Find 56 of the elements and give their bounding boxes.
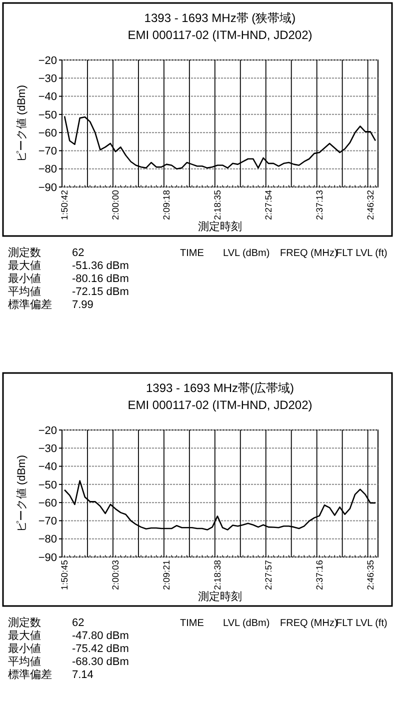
text: TIME xyxy=(180,618,204,629)
text: 最小値 -75.42 dBm xyxy=(8,643,129,655)
y-tick-label: −80 xyxy=(38,534,57,546)
x-tick-label: 2:46:35 xyxy=(366,560,376,590)
y-axis-title: ピーク値 (dBm) xyxy=(16,85,28,162)
x-tick-label: 2:00:03 xyxy=(110,560,121,590)
x-tick-label: 2:18:35 xyxy=(212,190,223,220)
text: LVL (dBm) xyxy=(223,618,270,629)
x-tick-label: 2:00:00 xyxy=(110,190,121,220)
y-tick-label: −30 xyxy=(38,442,57,455)
text: FLT LVL (ft) xyxy=(336,248,388,259)
text: FREQ (MHz) xyxy=(280,248,338,259)
y-tick-label: −50 xyxy=(38,479,57,492)
y-tick-label: −40 xyxy=(38,91,57,104)
x-tick-label: 2:09:21 xyxy=(162,560,172,590)
y-tick-label: −60 xyxy=(38,127,57,140)
y-tick-label: −20 xyxy=(38,424,57,437)
chart-title: 1393 - 1693 MHz帯 (狭帯域) xyxy=(144,11,296,25)
y-tick-label: −20 xyxy=(38,54,57,67)
x-tick-label: 2:27:54 xyxy=(264,190,274,220)
text: 最大値 -51.36 dBm xyxy=(8,260,129,272)
y-tick-label: −40 xyxy=(38,461,57,474)
x-axis-title: 測定時刻 xyxy=(198,590,242,603)
x-tick-label: 2:37:16 xyxy=(314,560,325,590)
y-tick-label: −80 xyxy=(38,164,57,176)
x-axis-title: 測定時刻 xyxy=(198,220,242,233)
y-axis-title: ピーク値 (dBm) xyxy=(16,455,28,532)
y-tick-label: −70 xyxy=(38,516,57,528)
x-tick-label: 2:37:13 xyxy=(314,190,325,220)
chart-subtitle: EMI 000117-02 (ITM-HND, JD202) xyxy=(128,398,312,412)
text: FREQ (MHz) xyxy=(280,618,338,629)
y-tick-label: −70 xyxy=(38,146,57,158)
text: LVL (dBm) xyxy=(223,248,270,259)
text: 測定数 62 xyxy=(8,617,84,629)
x-tick-label: 2:09:18 xyxy=(162,190,172,220)
x-tick-label: 1:50:42 xyxy=(60,190,70,220)
y-tick-label: −90 xyxy=(38,552,57,564)
x-tick-label: 2:27:57 xyxy=(264,560,274,590)
y-tick-label: −50 xyxy=(38,109,57,122)
text: 標準偏差 7.99 xyxy=(8,299,94,311)
chart-title: 1393 - 1693 MHz帯(広帯域) xyxy=(146,381,294,395)
text: 標準偏差 7.14 xyxy=(8,669,94,681)
x-tick-label: 1:50:45 xyxy=(60,560,70,590)
text: TIME xyxy=(180,248,204,259)
x-tick-label: 2:46:32 xyxy=(366,190,376,220)
text: 測定数 62 xyxy=(8,247,84,259)
text: 平均値 -72.15 dBm xyxy=(8,286,129,298)
chart-subtitle: EMI 000117-02 (ITM-HND, JD202) xyxy=(128,28,312,42)
text: 平均値 -68.30 dBm xyxy=(8,656,129,668)
x-tick-label: 2:18:38 xyxy=(212,560,223,590)
y-tick-label: −90 xyxy=(38,182,57,194)
y-tick-label: −30 xyxy=(38,72,57,85)
text: 最小値 -80.16 dBm xyxy=(8,273,129,285)
text: 最大値 -47.80 dBm xyxy=(8,630,129,642)
y-tick-label: −60 xyxy=(38,497,57,510)
text: FLT LVL (ft) xyxy=(336,618,388,629)
